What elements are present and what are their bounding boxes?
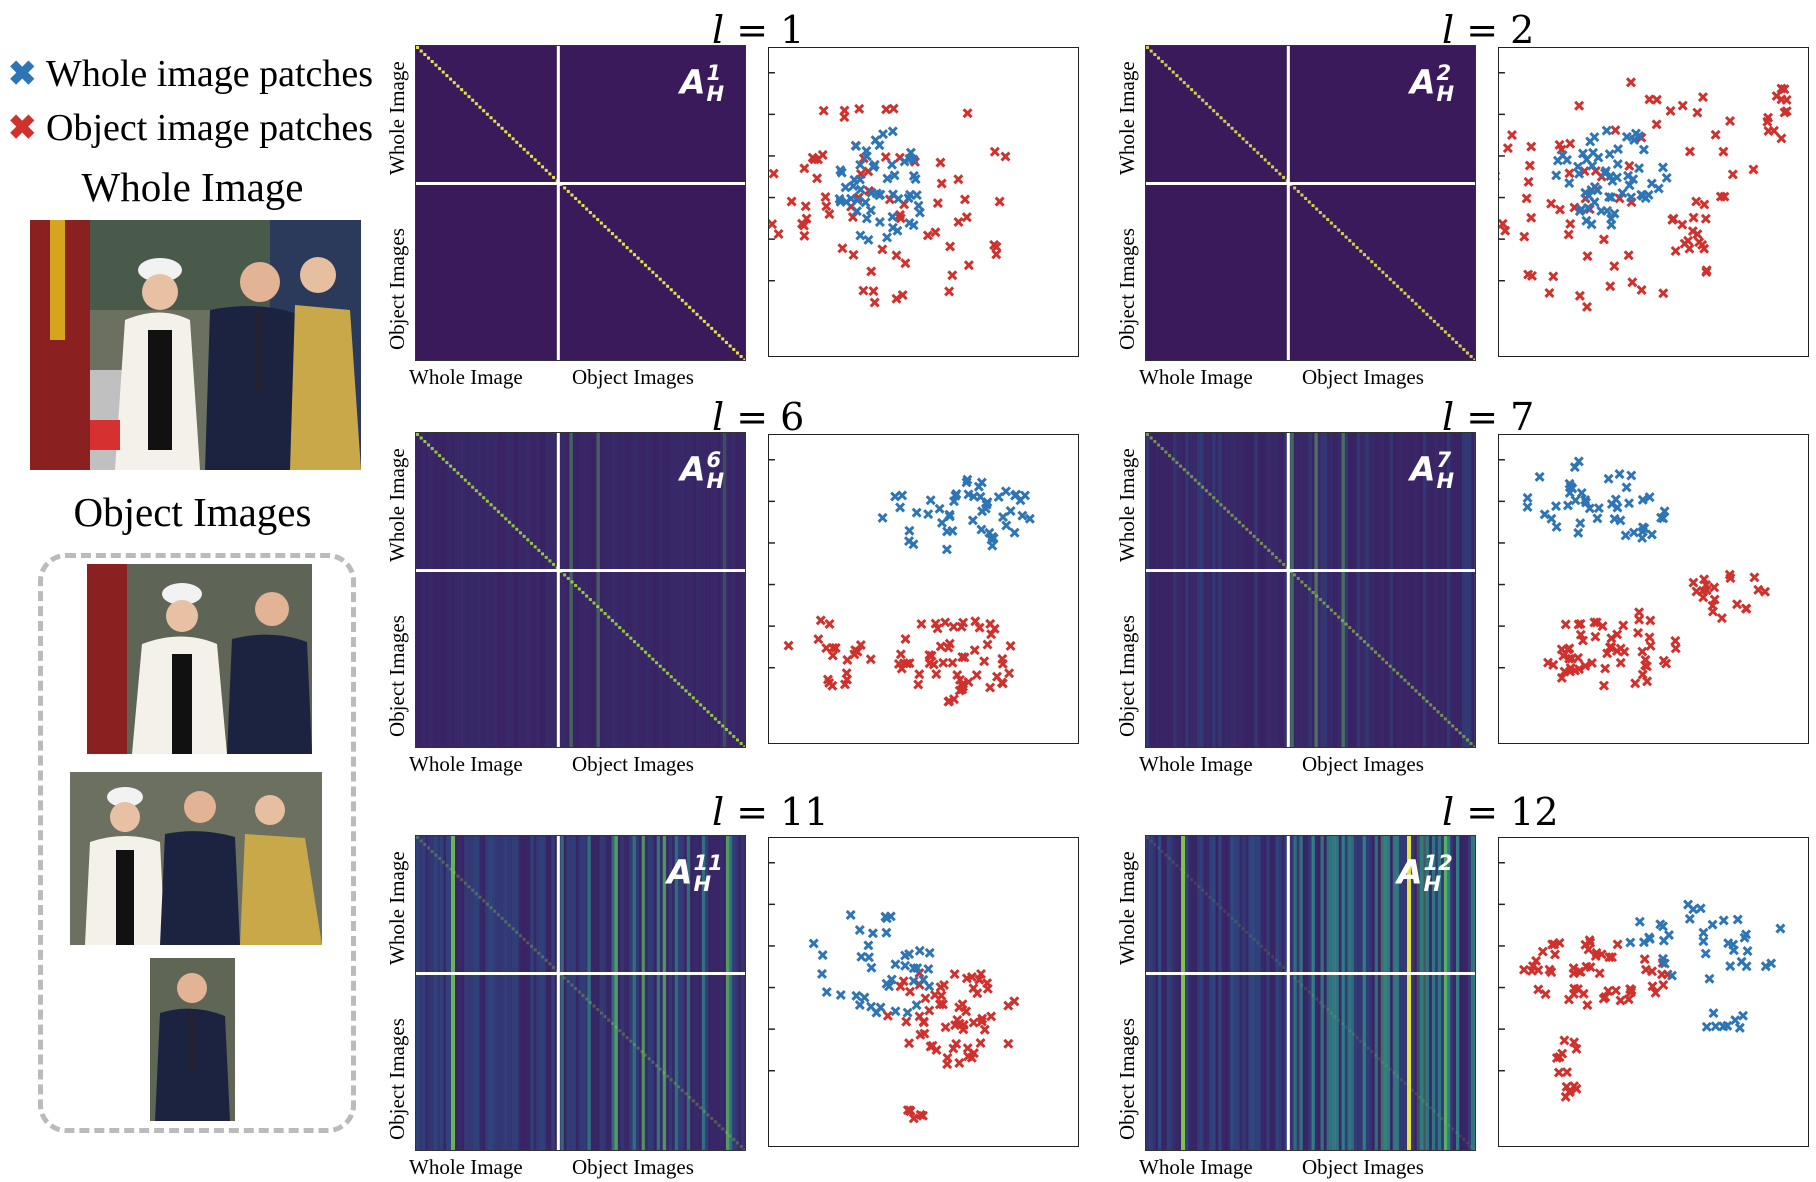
y-axis-label-object: Object Images: [385, 1018, 409, 1140]
layer-title: l = 2: [1442, 8, 1534, 52]
layer-title: l = 7: [1442, 395, 1534, 439]
layer-number: 7: [1510, 395, 1535, 439]
object-image-3: [150, 958, 235, 1121]
layer-number: 1: [780, 8, 805, 52]
matrix-subscript: H: [693, 872, 712, 896]
x-axis-label-whole: Whole Image: [1139, 365, 1253, 389]
matrix-symbol: A: [667, 852, 693, 892]
object-images-frame: [38, 553, 356, 1133]
layer-variable: l: [712, 395, 725, 439]
layer-number: 11: [780, 790, 829, 834]
attention-heatmap: [1145, 432, 1476, 748]
layer-number: 12: [1510, 790, 1559, 834]
matrix-symbol: A: [1397, 852, 1423, 892]
layer-title: l = 1: [712, 8, 804, 52]
tsne-scatter-plot: [767, 47, 1079, 357]
attention-heatmap: [415, 835, 746, 1151]
tsne-scatter-plot: [1498, 434, 1809, 744]
matrix-superscript: 2: [1436, 61, 1452, 85]
matrix-superscript: 6: [706, 448, 722, 472]
x-axis-label-whole: Whole Image: [409, 752, 523, 776]
matrix-symbol: A: [680, 449, 706, 489]
equals-sign: =: [1454, 790, 1511, 834]
matrix-subscript: H: [1436, 469, 1455, 493]
y-axis-label-object: Object Images: [1115, 228, 1139, 350]
matrix-superscript: 7: [1436, 448, 1452, 472]
layer-title: l = 12: [1442, 790, 1559, 834]
tsne-scatter-plot: [1490, 47, 1809, 357]
x-axis-label-object: Object Images: [1302, 752, 1424, 776]
object-image-2: [70, 772, 322, 945]
tsne-scatter-plot: [768, 434, 1079, 744]
y-axis-label-object: Object Images: [1115, 1018, 1139, 1140]
red-cross-icon: ✖: [8, 110, 37, 147]
y-axis-label-object: Object Images: [1115, 615, 1139, 737]
legend-label: Object image patches: [46, 107, 374, 149]
equals-sign: =: [724, 790, 781, 834]
x-axis-label-whole: Whole Image: [1139, 752, 1253, 776]
layer-title: l = 11: [712, 790, 829, 834]
legend-label: Whole image patches: [46, 53, 374, 95]
y-axis-label-whole: Whole Image: [1115, 61, 1139, 175]
object-image-1: [87, 564, 312, 754]
layer-number: 6: [780, 395, 805, 439]
object-images-title: Object Images: [73, 489, 312, 535]
x-axis-label-object: Object Images: [1302, 365, 1424, 389]
blue-cross-icon: ✖: [8, 56, 37, 93]
x-axis-label-object: Object Images: [572, 752, 694, 776]
tsne-scatter-plot: [1498, 837, 1809, 1147]
layer-title: l = 6: [712, 395, 804, 439]
attention-matrix-label: A 12 H: [1397, 853, 1453, 895]
layer-variable: l: [712, 8, 725, 52]
y-axis-label-whole: Whole Image: [1115, 448, 1139, 562]
y-axis-label-whole: Whole Image: [1115, 851, 1139, 965]
y-axis-label-object: Object Images: [385, 228, 409, 350]
matrix-symbol: A: [1410, 62, 1436, 102]
y-axis-label-whole: Whole Image: [385, 61, 409, 175]
attention-heatmap: [415, 432, 746, 748]
y-axis-label-object: Object Images: [385, 615, 409, 737]
layer-variable: l: [1442, 790, 1455, 834]
x-axis-label-object: Object Images: [572, 1155, 694, 1179]
matrix-superscript: 12: [1423, 851, 1453, 875]
matrix-superscript: 11: [693, 851, 723, 875]
matrix-subscript: H: [706, 469, 725, 493]
matrix-subscript: H: [706, 82, 725, 106]
y-axis-label-whole: Whole Image: [385, 851, 409, 965]
tsne-scatter-plot: [768, 837, 1079, 1147]
equals-sign: =: [724, 8, 781, 52]
matrix-superscript: 1: [706, 61, 722, 85]
equals-sign: =: [1454, 8, 1511, 52]
layer-variable: l: [1442, 395, 1455, 439]
x-axis-label-whole: Whole Image: [409, 1155, 523, 1179]
x-axis-label-whole: Whole Image: [409, 365, 523, 389]
legend-object-patches: ✖ Object image patches: [8, 106, 373, 150]
attention-heatmap: [1145, 45, 1476, 361]
matrix-symbol: A: [1410, 449, 1436, 489]
attention-matrix-label: A 11 H: [667, 853, 723, 895]
y-axis-label-whole: Whole Image: [385, 448, 409, 562]
matrix-subscript: H: [1436, 82, 1455, 106]
x-axis-label-whole: Whole Image: [1139, 1155, 1253, 1179]
legend-whole-patches: ✖ Whole image patches: [8, 52, 373, 96]
attention-heatmap: [1145, 835, 1476, 1151]
layer-variable: l: [1442, 8, 1455, 52]
whole-image-photo: [30, 220, 361, 470]
matrix-subscript: H: [1423, 872, 1442, 896]
x-axis-label-object: Object Images: [572, 365, 694, 389]
whole-image-title: Whole Image: [81, 164, 304, 210]
layer-variable: l: [712, 790, 725, 834]
layer-number: 2: [1510, 8, 1535, 52]
x-axis-label-object: Object Images: [1302, 1155, 1424, 1179]
matrix-symbol: A: [680, 62, 706, 102]
equals-sign: =: [724, 395, 781, 439]
attention-heatmap: [415, 45, 746, 361]
equals-sign: =: [1454, 395, 1511, 439]
